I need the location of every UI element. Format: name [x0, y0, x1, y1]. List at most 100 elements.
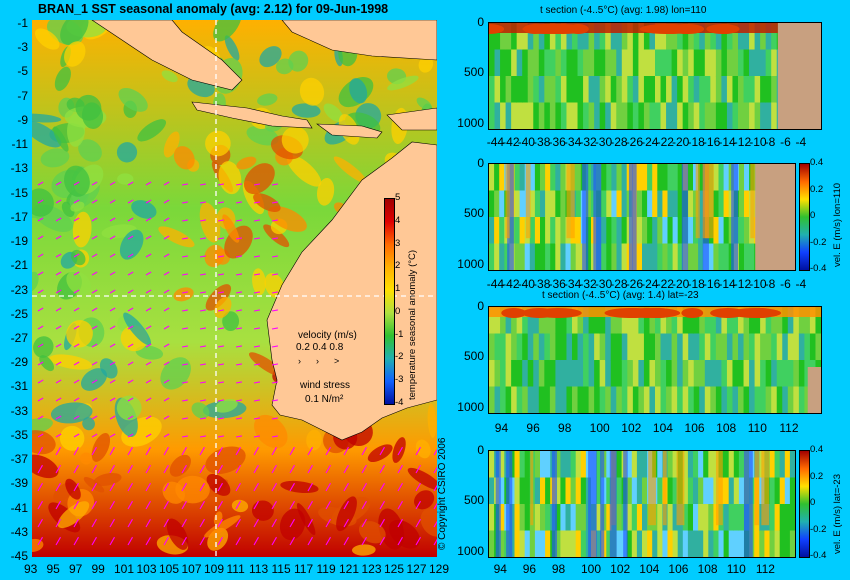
heatmap-cell: [616, 530, 623, 557]
velocity-key-title: velocity (m/s): [298, 330, 357, 341]
velocity-arrow: [343, 482, 349, 492]
heatmap-cell: [682, 504, 689, 531]
velocity-arrow: [253, 237, 261, 240]
velocity-arrow: [37, 500, 43, 510]
anomaly-patch: [33, 336, 54, 358]
velocity-arrow: [217, 345, 225, 348]
velocity-arrow: [199, 500, 205, 510]
velocity-arrow: [415, 446, 421, 456]
heatmap-cell: [529, 190, 536, 218]
lon-tick-label: 95: [46, 562, 60, 576]
heatmap-cell: [732, 360, 739, 387]
heatmap-cell: [657, 530, 663, 557]
lon-tick-label: 119: [316, 562, 336, 576]
heatmap-cell: [642, 530, 648, 557]
section-x-tick: -18: [687, 277, 705, 291]
heatmap-cell: [652, 190, 658, 218]
velocity-arrow: [397, 482, 403, 492]
velocity-arrow: [163, 482, 169, 492]
section-x-tick: 110: [747, 421, 767, 435]
velocity-arrow: [199, 219, 207, 222]
heatmap-cell: [545, 530, 551, 557]
velocity-arrow: [253, 273, 261, 276]
velocity-arrow: [73, 397, 80, 402]
heatmap-cell: [667, 504, 674, 531]
heatmap-cell: [549, 76, 556, 103]
heatmap-cell: [738, 360, 745, 387]
heatmap-cell: [601, 164, 607, 191]
heatmap-cell: [538, 307, 545, 334]
velocity-arrow: [163, 199, 170, 204]
heatmap-cell: [500, 386, 507, 413]
heatmap-cell: [666, 76, 673, 103]
heatmap-cell: [527, 386, 534, 413]
heatmap-cell: [511, 102, 518, 129]
heatmap-cell: [533, 23, 540, 50]
heatmap-cell: [708, 504, 714, 531]
heatmap-cell: [693, 102, 700, 129]
velocity-arrow: [199, 518, 205, 528]
heatmap-cell: [677, 102, 684, 129]
velocity-arrow: [127, 446, 133, 456]
velocity-arrow: [181, 417, 189, 420]
velocity-arrow: [145, 379, 152, 384]
heatmap-cell: [649, 23, 656, 50]
eastward-jet: [754, 451, 760, 526]
heatmap-cell: [565, 504, 572, 531]
heatmap-cell: [616, 307, 623, 334]
velocity-arrow: [37, 307, 44, 312]
velocity-arrow: [199, 273, 207, 276]
heatmap-cell: [505, 49, 512, 77]
anomaly-patch: [206, 473, 231, 496]
velocity-arrow: [379, 446, 385, 456]
heatmap-cell: [632, 102, 639, 129]
heatmap-cell: [585, 243, 592, 270]
section-y-tick: 0: [477, 299, 484, 313]
velocity-arrow: [109, 325, 116, 330]
heatmap-cell: [575, 530, 582, 557]
map-lon-axis: 93 95 97 99 101 103 105 107 109 111 113 115 117 119 12…: [24, 562, 449, 578]
heatmap-cell: [698, 530, 704, 557]
heatmap-cell: [642, 164, 648, 191]
heatmap-cell: [555, 164, 561, 191]
section-x-tick: 104: [639, 562, 660, 576]
heatmap-cell: [610, 76, 617, 103]
heatmap-cell: [610, 360, 617, 387]
heatmap-cell: [765, 333, 772, 361]
heatmap-cell: [533, 333, 540, 361]
heatmap-cell: [672, 217, 679, 244]
heatmap-cell: [565, 530, 572, 557]
heatmap-cell: [524, 451, 531, 478]
heatmap-cell: [555, 217, 561, 244]
heatmap-cell: [693, 243, 699, 270]
heatmap-cell: [560, 164, 566, 191]
heatmap-cell: [575, 190, 582, 218]
heatmap-cell: [655, 102, 662, 129]
section-x-tick: -24: [641, 135, 659, 149]
velocity-arrow: [163, 325, 170, 330]
velocity-arrow: [397, 500, 403, 510]
heatmap-cell: [687, 504, 694, 531]
heatmap-cell: [594, 23, 601, 50]
heatmap-cell: [793, 307, 800, 334]
heatmap-cell: [522, 360, 529, 387]
heatmap-cell: [754, 23, 761, 50]
velocity-colorbar-tick: 0.2: [810, 183, 824, 195]
heatmap-cell: [636, 504, 643, 531]
heatmap-cell: [726, 49, 733, 77]
heatmap-cell: [726, 76, 733, 103]
heatmap-cell: [642, 243, 648, 270]
heatmap-cell: [596, 504, 602, 531]
heatmap-cell: [516, 49, 523, 77]
heatmap-cell: [708, 243, 714, 270]
heatmap-cell: [671, 360, 678, 387]
velocity-arrow: [199, 536, 205, 546]
section-y-tick: 500: [463, 206, 484, 221]
heatmap-cell: [500, 23, 507, 50]
heatmap-cell: [765, 49, 772, 77]
velocity-arrow: [91, 361, 98, 366]
heatmap-cell: [540, 217, 546, 244]
anomaly-patch: [392, 437, 406, 463]
heatmap-cell: [774, 504, 781, 531]
velocity-arrow: [37, 217, 44, 222]
